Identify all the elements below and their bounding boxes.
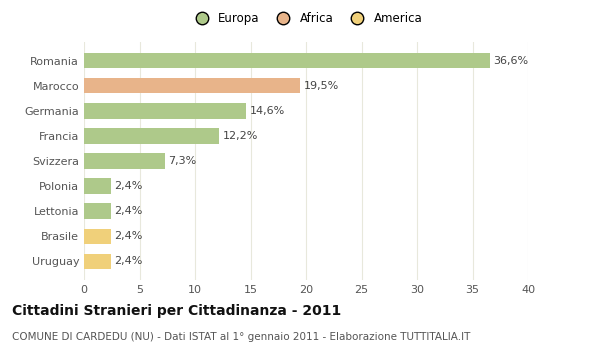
Text: 36,6%: 36,6%: [494, 56, 529, 65]
Bar: [84, 153, 165, 169]
Text: 2,4%: 2,4%: [114, 257, 142, 266]
Bar: [84, 203, 110, 219]
Text: 12,2%: 12,2%: [223, 131, 258, 141]
Bar: [84, 128, 220, 144]
Text: 14,6%: 14,6%: [250, 106, 284, 116]
Bar: [84, 53, 490, 68]
Text: 7,3%: 7,3%: [169, 156, 197, 166]
Text: 2,4%: 2,4%: [114, 181, 142, 191]
Text: COMUNE DI CARDEDU (NU) - Dati ISTAT al 1° gennaio 2011 - Elaborazione TUTTITALIA: COMUNE DI CARDEDU (NU) - Dati ISTAT al 1…: [12, 332, 470, 343]
Text: Cittadini Stranieri per Cittadinanza - 2011: Cittadini Stranieri per Cittadinanza - 2…: [12, 304, 341, 318]
Legend: Europa, Africa, America: Europa, Africa, America: [190, 12, 422, 25]
Bar: [84, 78, 301, 93]
Text: 19,5%: 19,5%: [304, 81, 339, 91]
Text: 2,4%: 2,4%: [114, 231, 142, 241]
Bar: [84, 103, 246, 119]
Bar: [84, 178, 110, 194]
Bar: [84, 229, 110, 244]
Bar: [84, 254, 110, 269]
Text: 2,4%: 2,4%: [114, 206, 142, 216]
